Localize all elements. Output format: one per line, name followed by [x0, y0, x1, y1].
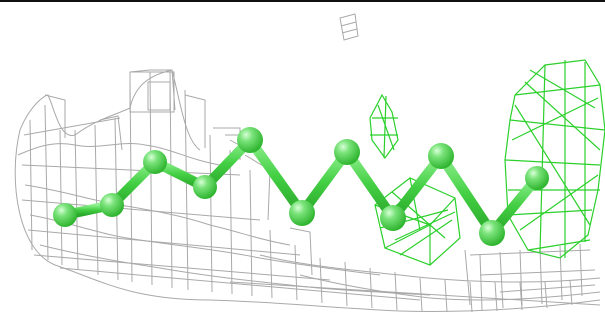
- ligand-atom: [334, 139, 360, 165]
- top-border-line: [0, 0, 605, 2]
- grey-density-mesh: [14, 13, 601, 313]
- ligand-atom: [479, 220, 505, 246]
- ligand-atom: [428, 143, 454, 169]
- ligand-atom: [289, 200, 315, 226]
- ligand-atom: [100, 193, 124, 217]
- ligand-atom: [380, 205, 406, 231]
- ligand-atom: [525, 166, 549, 190]
- ligand-atom: [193, 175, 217, 199]
- ligand-atoms: [53, 127, 549, 246]
- ligand-atom: [143, 150, 167, 174]
- ligand-atom: [53, 203, 77, 227]
- green-density-mesh: [369, 59, 605, 266]
- ligand-atom: [237, 127, 263, 153]
